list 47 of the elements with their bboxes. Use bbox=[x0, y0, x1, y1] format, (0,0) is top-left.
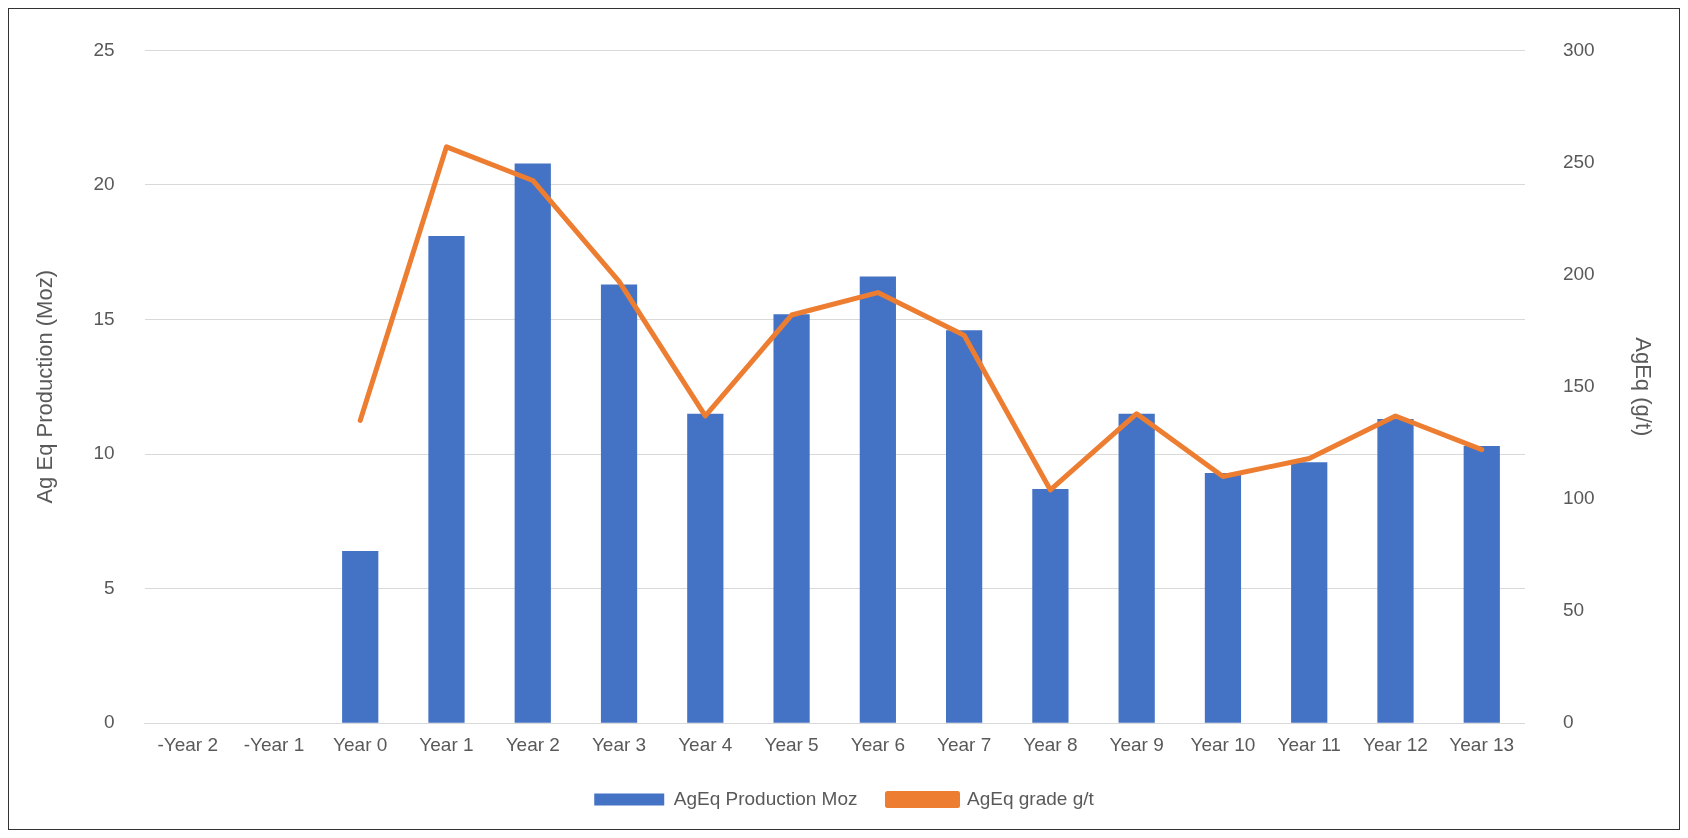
y-tick-label: 20 bbox=[93, 173, 115, 195]
y-tick-label: 10 bbox=[93, 442, 115, 464]
x-tick-label: Year 9 bbox=[1109, 733, 1164, 755]
y2-tick-label: 0 bbox=[1562, 711, 1574, 733]
x-tick-label: Year 3 bbox=[591, 733, 647, 755]
x-tick-label: Year 7 bbox=[937, 733, 992, 755]
x-tick-label: Year 5 bbox=[764, 733, 819, 755]
bar bbox=[946, 330, 983, 723]
bar bbox=[773, 314, 810, 723]
y2-tick-label: 300 bbox=[1562, 38, 1595, 60]
bar bbox=[342, 550, 379, 723]
bar bbox=[1291, 462, 1328, 723]
bar bbox=[1118, 413, 1155, 723]
bar bbox=[859, 276, 896, 723]
x-tick-label: Year 11 bbox=[1277, 733, 1341, 755]
bar bbox=[1032, 489, 1069, 723]
bar bbox=[1377, 419, 1414, 723]
y-tick-label: 25 bbox=[93, 38, 115, 60]
bar bbox=[687, 413, 724, 723]
x-tick-label: -Year 2 bbox=[157, 733, 218, 755]
x-tick-label: Year 1 bbox=[419, 733, 474, 755]
x-tick-label: Year 4 bbox=[678, 733, 733, 755]
x-tick-label: Year 10 bbox=[1190, 733, 1256, 755]
bar bbox=[600, 284, 638, 723]
bar bbox=[1204, 472, 1242, 723]
x-tick-label: Year 0 bbox=[333, 733, 388, 755]
x-tick-label: Year 8 bbox=[1023, 733, 1078, 755]
x-tick-label: Year 6 bbox=[850, 733, 905, 755]
y-tick-label: 0 bbox=[103, 711, 115, 733]
bar bbox=[514, 163, 551, 723]
x-tick-label: Year 12 bbox=[1363, 733, 1428, 755]
legend-label: AgEq grade g/t bbox=[967, 787, 1095, 809]
legend-label: AgEq Production Moz bbox=[673, 787, 858, 809]
y2-tick-label: 250 bbox=[1562, 150, 1595, 172]
x-tick-label: -Year 1 bbox=[243, 733, 305, 755]
y2-tick-label: 200 bbox=[1562, 262, 1595, 284]
y-tick-label: 5 bbox=[103, 576, 115, 598]
x-tick-label: Year 13 bbox=[1449, 733, 1515, 755]
y-tick-label: 15 bbox=[93, 307, 115, 329]
bar bbox=[1463, 446, 1500, 723]
y2-tick-label: 150 bbox=[1562, 375, 1595, 397]
y2-axis-title: AgEq (g/t) bbox=[1630, 337, 1656, 437]
x-tick-label: Year 2 bbox=[505, 733, 560, 755]
bar bbox=[428, 236, 465, 723]
y2-tick-label: 50 bbox=[1562, 599, 1585, 621]
y2-tick-label: 100 bbox=[1562, 487, 1595, 509]
y-axis-title: Ag Eq Production (Moz) bbox=[32, 270, 58, 504]
